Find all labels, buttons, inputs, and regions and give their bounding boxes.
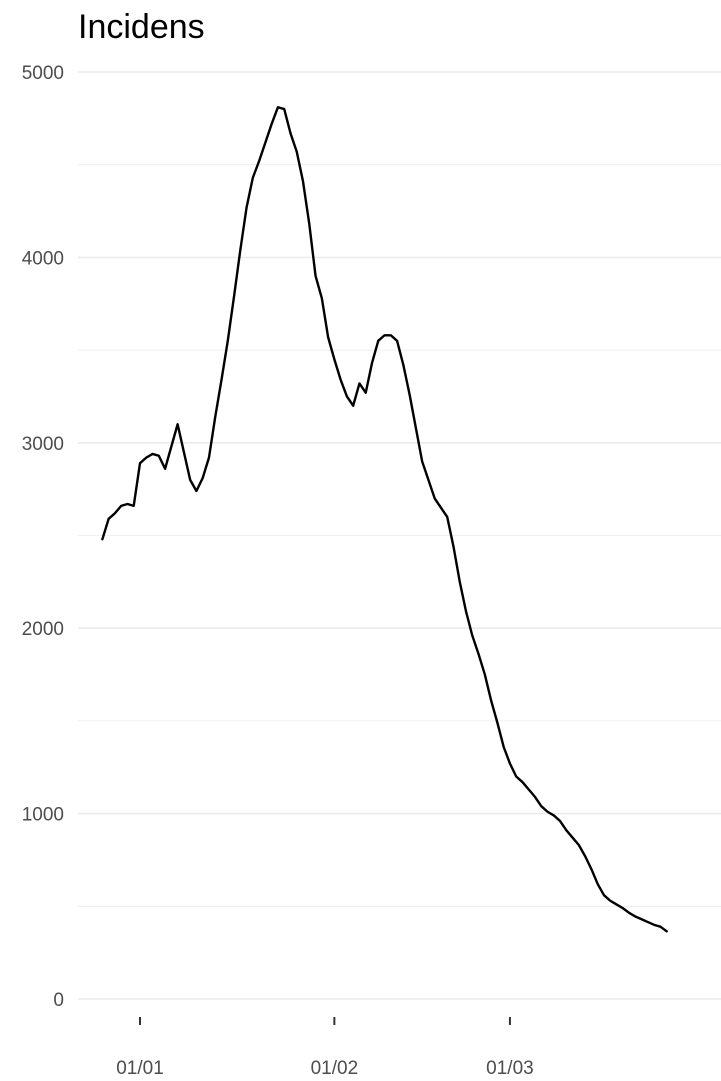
y-tick-label: 1000 xyxy=(22,805,64,826)
incidence-series-line xyxy=(101,106,668,933)
series-layer xyxy=(101,106,668,933)
y-tick-label: 5000 xyxy=(22,63,64,84)
y-tick-label: 3000 xyxy=(22,434,64,455)
major-gridlines xyxy=(78,71,721,1000)
x-tick-label: 01/01 xyxy=(116,1058,164,1079)
chart-title: Incidens xyxy=(78,8,205,46)
y-tick-label: 2000 xyxy=(22,619,64,640)
x-axis: 01/01 01/02 01/03 xyxy=(116,1017,534,1079)
y-axis: 0 1000 2000 3000 4000 5000 xyxy=(22,63,64,1011)
y-tick-label: 4000 xyxy=(22,248,64,269)
x-tick-label: 01/02 xyxy=(311,1058,359,1079)
x-tick-label: 01/03 xyxy=(486,1058,534,1079)
y-tick-label: 0 xyxy=(53,990,64,1011)
minor-gridlines xyxy=(78,164,721,907)
